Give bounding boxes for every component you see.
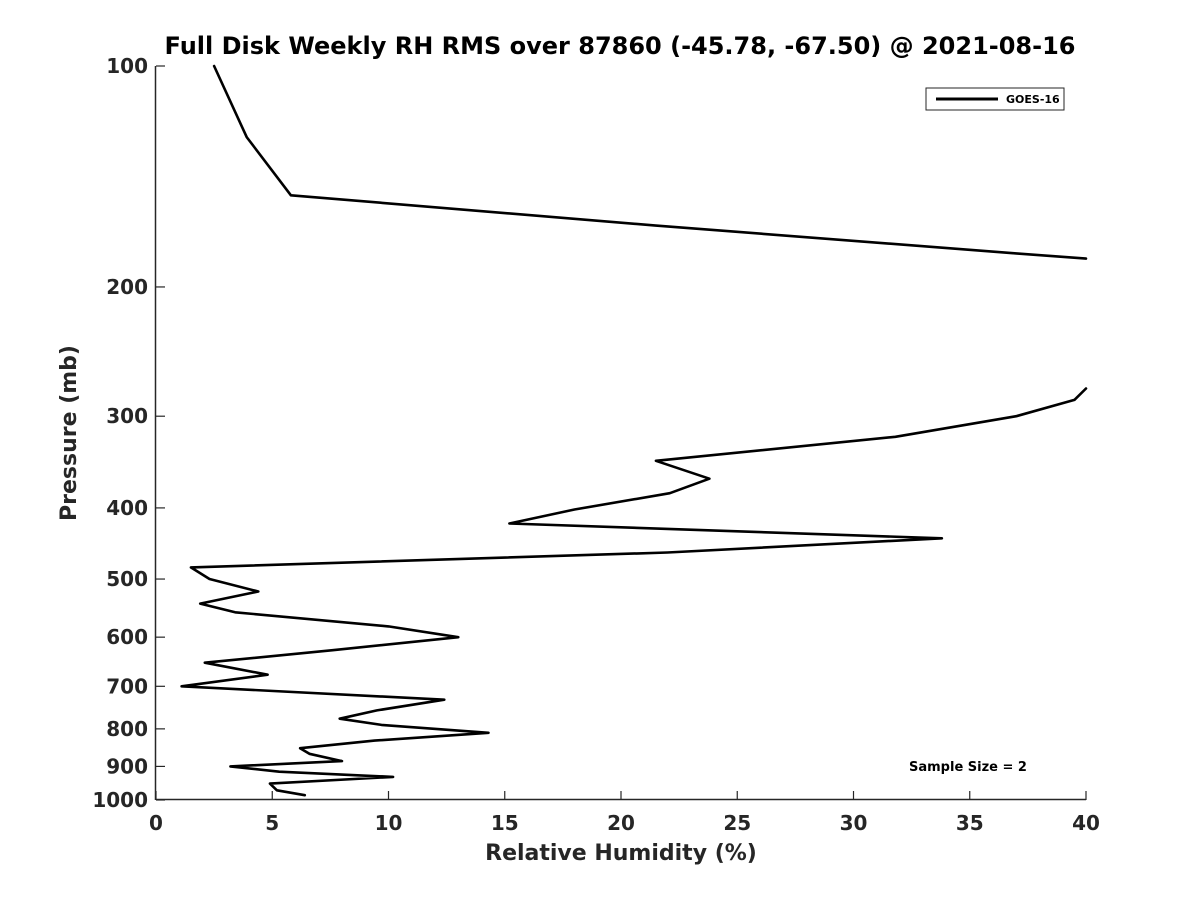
y-tick-label: 700 (106, 674, 148, 698)
x-tick-label: 15 (491, 811, 519, 835)
series-line-goes-16-segment-1 (212, 64, 1088, 260)
x-tick-label: 10 (375, 811, 403, 835)
x-tick-label: 25 (723, 811, 751, 835)
x-tick-label: 40 (1072, 811, 1100, 835)
chart-title: Full Disk Weekly RH RMS over 87860 (-45.… (165, 32, 1076, 60)
x-tick-label: 30 (840, 811, 868, 835)
x-tick-label: 5 (265, 811, 279, 835)
y-ticks: 100 200 300 400 500 600 700 800 900 1000 (92, 54, 165, 812)
x-tick-label: 35 (956, 811, 984, 835)
plot-area: 0 5 10 15 20 25 30 35 40 100 200 300 400 500 600 700 80… (92, 54, 1100, 835)
y-axis-title: Pressure (mb) (57, 345, 82, 521)
x-axis-title: Relative Humidity (%) (485, 841, 757, 866)
sample-size-annotation: Sample Size = 2 (909, 760, 1027, 775)
x-tick-label: 20 (607, 811, 635, 835)
legend: GOES-16 (925, 87, 1065, 111)
y-tick-label: 300 (106, 404, 148, 428)
x-tick-label: 0 (149, 811, 163, 835)
x-ticks: 0 5 10 15 20 25 30 35 40 (149, 791, 1100, 835)
y-tick-label: 100 (106, 54, 148, 78)
series-line-goes-16-segment-2 (180, 387, 1088, 797)
y-tick-label: 1000 (92, 788, 148, 812)
y-tick-label: 600 (106, 625, 148, 649)
y-tick-label: 900 (106, 754, 148, 778)
y-tick-label: 200 (106, 275, 148, 299)
y-tick-label: 800 (106, 717, 148, 741)
y-tick-label: 500 (106, 567, 148, 591)
series-layer (180, 64, 1088, 797)
legend-label-goes-16: GOES-16 (1006, 93, 1060, 106)
y-tick-label: 400 (106, 496, 148, 520)
